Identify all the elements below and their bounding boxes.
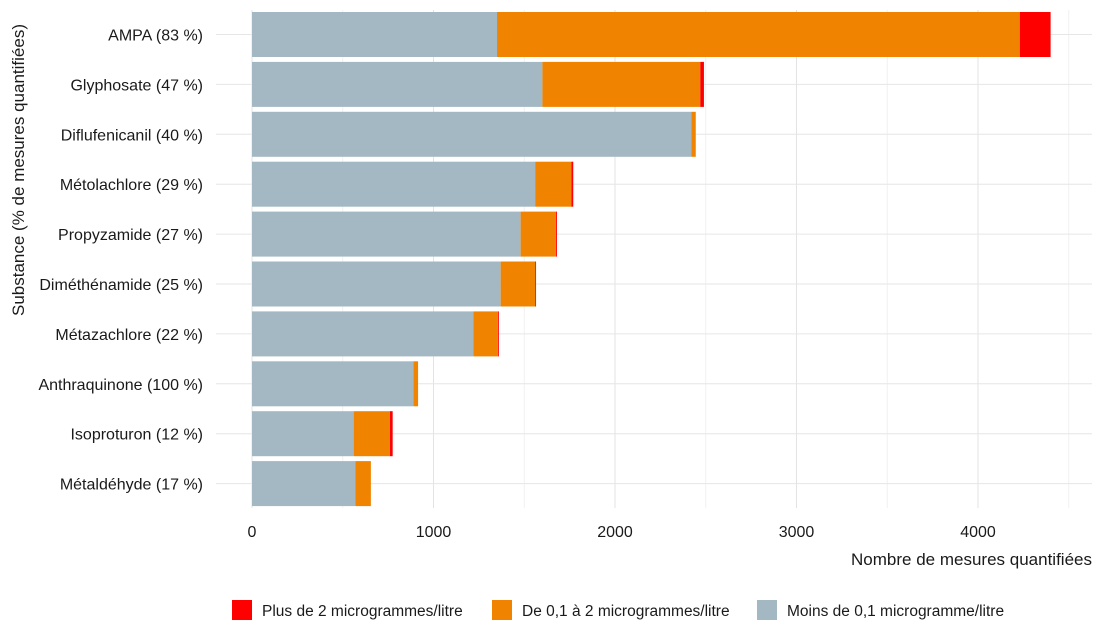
y-tick-label: Métolachlore (29 %) [60, 177, 203, 194]
bar-segment-mid [520, 211, 557, 257]
bars-layer [252, 12, 1051, 507]
y-tick-label: Propyzamide (27 %) [58, 227, 203, 244]
legend-label: Moins de 0,1 microgramme/litre [787, 603, 1004, 620]
x-tick-label: 1000 [416, 524, 452, 541]
bar-segment-low [252, 411, 354, 457]
bar-segment-high [700, 61, 704, 107]
bar-segment-low [252, 461, 356, 507]
bar-segment-low [252, 111, 692, 157]
y-tick-label: AMPA (83 %) [108, 28, 203, 45]
y-axis-title: Substance (% de mesures quantifiées) [9, 24, 28, 316]
y-tick-label: Métazachlore (22 %) [55, 327, 203, 344]
bar-segment-high [389, 411, 393, 457]
y-tick-label: Anthraquinone (100 %) [38, 377, 203, 394]
bar-segment-low [252, 61, 543, 107]
y-tick-label: Métaldéhyde (17 %) [60, 477, 203, 494]
x-tick-label: 3000 [779, 524, 815, 541]
bar-segment-mid [500, 261, 536, 307]
bar-segment-mid [473, 311, 498, 357]
legend-label: De 0,1 à 2 microgrammes/litre [522, 603, 730, 620]
legend-swatch [757, 600, 777, 620]
x-tick-label: 2000 [597, 524, 633, 541]
y-tick-label: Diméthénamide (25 %) [39, 277, 203, 294]
legend-swatch [492, 600, 512, 620]
bar-segment-high [571, 161, 574, 207]
y-tick-labels: AMPA (83 %) Glyphosate (47 %) Diflufenican… [38, 28, 203, 494]
bar-segment-mid [353, 411, 390, 457]
bar-segment-mid [535, 161, 572, 207]
y-tick-label: Isoproturon (12 %) [70, 427, 203, 444]
bar-segment-mid [497, 12, 1020, 57]
x-axis-title: Nombre de mesures quantifiées [851, 550, 1092, 569]
bar-segment-low [252, 161, 536, 207]
bar-segment-mid [691, 111, 696, 157]
bar-segment-mid [413, 361, 419, 407]
bar-segment-high [497, 311, 499, 357]
x-tick-label: 0 [248, 524, 257, 541]
bar-segment-low [252, 12, 498, 57]
y-tick-label: Glyphosate (47 %) [70, 77, 203, 94]
bar-segment-low [252, 211, 521, 257]
legend-swatch [232, 600, 252, 620]
bar-segment-low [252, 311, 474, 357]
bar-segment-mid [542, 61, 701, 107]
bar-segment-low [252, 261, 501, 307]
x-tick-labels: 0 1000 2000 3000 4000 [248, 524, 996, 541]
legend: Plus de 2 microgrammes/litre De 0,1 à 2 m… [232, 600, 1004, 620]
bar-segment-low [252, 361, 414, 407]
bar-segment-mid [355, 461, 371, 507]
legend-label: Plus de 2 microgrammes/litre [262, 603, 463, 620]
bar-segment-high [535, 261, 537, 307]
y-tick-label: Diflufenicanil (40 %) [61, 127, 203, 144]
bar-segment-high [1019, 12, 1051, 57]
bar-segment-high [556, 211, 557, 257]
x-tick-label: 4000 [960, 524, 996, 541]
